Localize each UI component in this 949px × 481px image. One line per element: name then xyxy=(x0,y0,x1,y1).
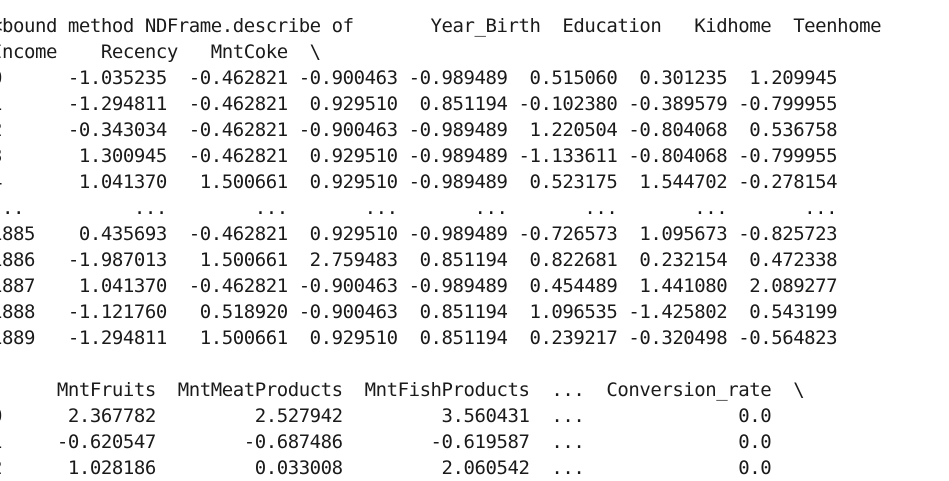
output-header-block-2: MntFruits MntMeatProducts MntFishProduct… xyxy=(0,379,805,401)
table-row: 2 -0.343034 -0.462821 -0.900463 -0.98948… xyxy=(0,119,838,141)
table-row: 1888 -1.121760 0.518920 -0.900463 0.8511… xyxy=(0,301,838,323)
table-row: 0 -1.035235 -0.462821 -0.900463 -0.98948… xyxy=(0,67,838,89)
table-row: 1886 -1.987013 1.500661 2.759483 0.85119… xyxy=(0,249,838,271)
table-row: 3 1.300945 -0.462821 0.929510 -0.989489 … xyxy=(0,145,838,167)
table-row: 4 1.041370 1.500661 0.929510 -0.989489 0… xyxy=(0,171,838,193)
table-row: 1887 1.041370 -0.462821 -0.900463 -0.989… xyxy=(0,275,838,297)
table-row: 0 2.367782 2.527942 3.560431 ... 0.0 xyxy=(0,405,772,427)
table-row: 1885 0.435693 -0.462821 0.929510 -0.9894… xyxy=(0,223,838,245)
table-row-ellipsis: ... ... ... ... ... ... ... ... xyxy=(0,197,838,219)
console-output: <bound method NDFrame.describe of Year_B… xyxy=(0,13,882,481)
blank-line xyxy=(0,351,881,377)
output-header-line-1: <bound method NDFrame.describe of Year_B… xyxy=(0,15,882,37)
table-row: 2 1.028186 0.033008 2.060542 ... 0.0 xyxy=(0,457,772,479)
table-row: 1 -1.294811 -0.462821 0.929510 0.851194 … xyxy=(0,93,838,115)
table-row: 1889 -1.294811 1.500661 0.929510 0.85119… xyxy=(0,327,838,349)
table-row: 1 -0.620547 -0.687486 -0.619587 ... 0.0 xyxy=(0,431,772,453)
output-header-line-2: Income Recency MntCoke \ xyxy=(0,41,321,63)
